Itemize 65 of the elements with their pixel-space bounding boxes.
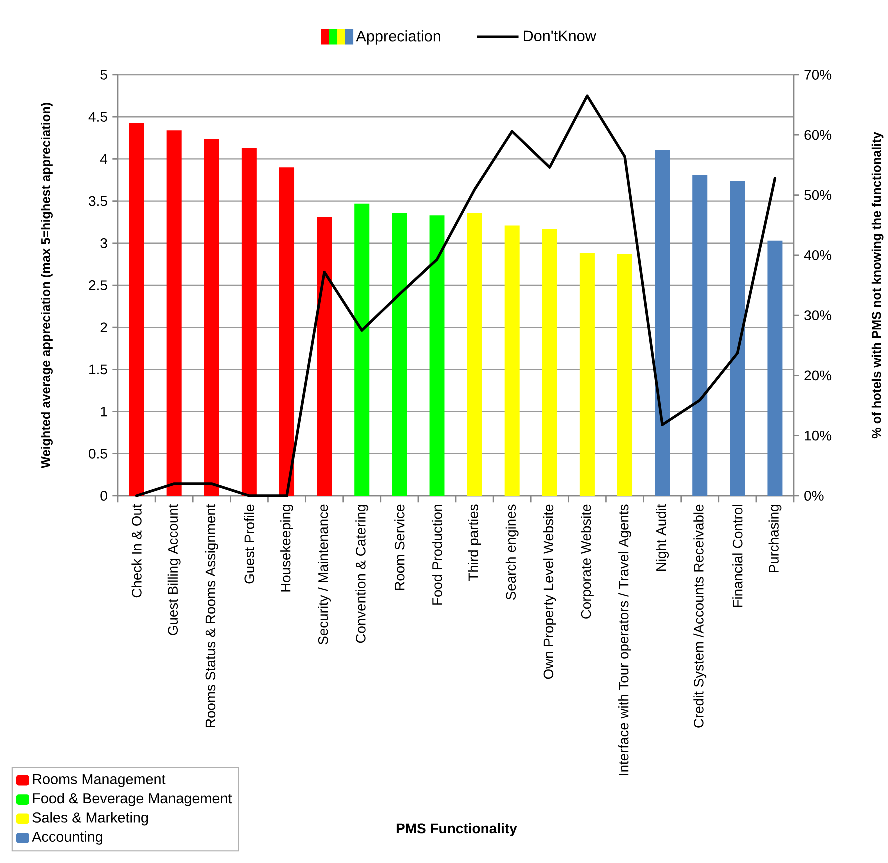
- bar: [692, 175, 708, 496]
- y-tick-label: 3: [100, 238, 108, 248]
- y2-tick-label: 20%: [804, 370, 832, 381]
- bar: [467, 213, 482, 496]
- y2-tick-label: 40%: [804, 250, 832, 260]
- y-tick-label: 0: [100, 491, 108, 501]
- y-tick-label: 4: [100, 154, 108, 164]
- x-tick-label: Rooms Status & Rooms Assignment: [205, 504, 218, 728]
- line-series: [135, 94, 777, 498]
- bar: [655, 150, 670, 496]
- text: Sales & Marketing: [32, 812, 148, 826]
- bar: [129, 122, 144, 496]
- legend-label: Appreciation: [356, 30, 440, 45]
- x-tick-label: Night Audit: [656, 504, 670, 571]
- x-tick-label: Guest Billing Account: [168, 504, 181, 636]
- x-tick-label: Security / Maintenance: [318, 504, 332, 645]
- y2-tick-label: 30%: [804, 310, 832, 321]
- y-tick-label: 2: [100, 322, 108, 332]
- text: Food & Beverage Management: [33, 793, 232, 806]
- x-tick-label: Credit System /Accounts Receivable: [694, 504, 707, 728]
- y-tick-label: 1: [101, 406, 108, 417]
- x-tick-label: Housekeeping: [280, 505, 294, 592]
- y-tick-label: 1.5: [90, 364, 108, 375]
- bar: [279, 168, 295, 496]
- bar: [166, 130, 182, 496]
- x-tick-label: Check In & Out: [132, 504, 142, 598]
- y-tick-label: 2.5: [89, 280, 108, 290]
- bar: [354, 204, 370, 496]
- y-axis-title: Weighted average appreciation (max 5=highest appreciation): [41, 103, 53, 469]
- bar: [730, 181, 746, 496]
- x-tick-label: Food Production: [432, 505, 442, 605]
- x-tick-label: Financial Control: [732, 505, 743, 608]
- bar: [430, 216, 445, 496]
- y-tick-label: 5: [100, 70, 108, 80]
- y2-tick-label: 0%: [804, 491, 824, 501]
- y-tick-label: 4.5: [88, 112, 108, 122]
- bar: [504, 226, 520, 496]
- text: Accounting: [32, 831, 102, 845]
- bar: [542, 229, 558, 496]
- x-tick-label: Interface with Tour operators / Travel Agents: [618, 504, 632, 776]
- bar: [392, 213, 408, 496]
- x-tick-label: Search engines: [506, 504, 519, 600]
- legend-label: Don'tKnow: [524, 30, 596, 42]
- text: Rooms Management: [33, 774, 166, 788]
- bar: [580, 254, 595, 496]
- x-tick-label: Room Service: [394, 504, 405, 590]
- y2-tick-label: 60%: [804, 130, 832, 140]
- x-tick-label: Own Property Level Website: [543, 504, 556, 680]
- x-tick-label: Guest Profile: [244, 504, 255, 584]
- x-tick-label: Third parties: [468, 504, 482, 582]
- x-tick-label: Purchasing: [768, 505, 782, 572]
- y2-tick-label: 70%: [804, 70, 832, 80]
- y-tick-label: 0.5: [89, 448, 108, 459]
- bar: [204, 138, 220, 496]
- y2-axis-title: % of hotels with PMS not knowing the functionality: [872, 132, 884, 439]
- x-tick-label: Corporate Website: [580, 504, 594, 619]
- bar: [317, 217, 332, 496]
- x-axis-title: PMS Functionality: [396, 823, 518, 836]
- y2-tick-label: 10%: [805, 430, 832, 441]
- x-tick-label: Convention & Catering: [356, 505, 369, 644]
- bar: [768, 240, 783, 496]
- y2-tick-label: 50%: [804, 190, 832, 200]
- y-tick-label: 3.5: [89, 196, 108, 206]
- bar: [617, 254, 633, 496]
- bar: [242, 148, 257, 496]
